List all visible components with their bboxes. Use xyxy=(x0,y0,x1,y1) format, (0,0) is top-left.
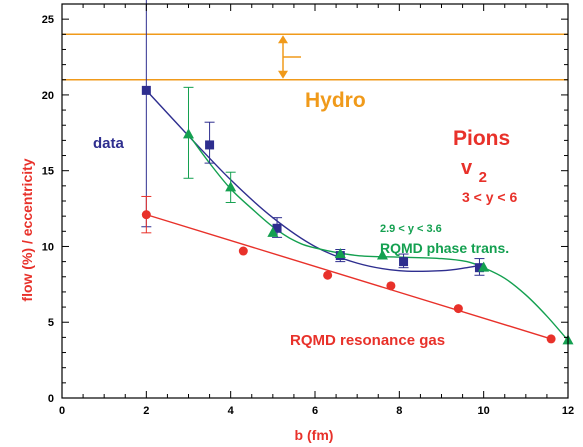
x-tick-label: 4 xyxy=(228,405,235,417)
data-point-circle xyxy=(141,210,151,220)
phase-trans-label: RQMD phase trans. xyxy=(380,240,509,256)
x-tick-label: 8 xyxy=(396,405,402,417)
data-point-square xyxy=(474,263,484,273)
y-tick-label: 5 xyxy=(48,317,54,329)
fit-curve-resonance-gas xyxy=(146,213,552,340)
v2-subscript: 2 xyxy=(479,169,487,186)
axis-tick-labels: 0 2 4 6 8 10 12 0 5 10 15 20 25 xyxy=(42,14,574,417)
x-tick-label: 10 xyxy=(478,405,490,417)
data-point-circle xyxy=(453,304,463,314)
y-tick-label: 25 xyxy=(42,14,54,26)
x-tick-label: 2 xyxy=(143,405,149,417)
x-tick-label: 0 xyxy=(59,405,65,417)
y-tick-label: 15 xyxy=(42,166,54,178)
y-axis-title: flow (%) / eccentricity xyxy=(19,158,35,301)
data-point-circle xyxy=(546,334,556,344)
data-point-circle xyxy=(238,246,248,256)
y-tick-label: 20 xyxy=(42,90,54,102)
data-point-triangle xyxy=(183,128,194,139)
y-tick-label: 10 xyxy=(42,241,54,253)
pions-label: Pions xyxy=(453,127,510,150)
data-point-square xyxy=(399,257,409,267)
y-tick-label: 0 xyxy=(48,393,54,405)
data-point-triangle xyxy=(267,226,279,237)
hydro-band: Hydro xyxy=(62,33,568,112)
v2-label: v 2 xyxy=(461,157,487,186)
phase-trans-range-label: 2.9 < y < 3.6 xyxy=(380,223,442,235)
data-markers xyxy=(141,85,574,345)
data-point-triangle xyxy=(376,249,388,260)
data-series-label: data xyxy=(93,135,125,152)
hydro-arrow-up-icon xyxy=(278,35,288,44)
data-point-triangle xyxy=(334,248,346,259)
data-point-circle xyxy=(386,281,396,291)
data-point-triangle xyxy=(478,261,490,272)
data-point-square xyxy=(205,140,215,150)
x-tick-label: 12 xyxy=(562,405,574,417)
resonance-gas-label: RQMD resonance gas xyxy=(290,332,445,349)
hydro-arrow-down-icon xyxy=(278,70,288,79)
x-tick-label: 6 xyxy=(312,405,318,417)
data-point-triangle xyxy=(225,181,237,192)
data-point-square xyxy=(272,223,282,233)
fit-curve-phase-trans xyxy=(187,133,569,341)
axis-ticks xyxy=(61,3,569,399)
rapidity-range-label: 3 < y < 6 xyxy=(462,189,517,205)
data-point-circle xyxy=(323,270,333,280)
hydro-label: Hydro xyxy=(305,89,366,112)
v2-base: v xyxy=(461,157,473,179)
data-point-square xyxy=(141,85,151,95)
x-axis-title: b (fm) xyxy=(295,427,334,443)
